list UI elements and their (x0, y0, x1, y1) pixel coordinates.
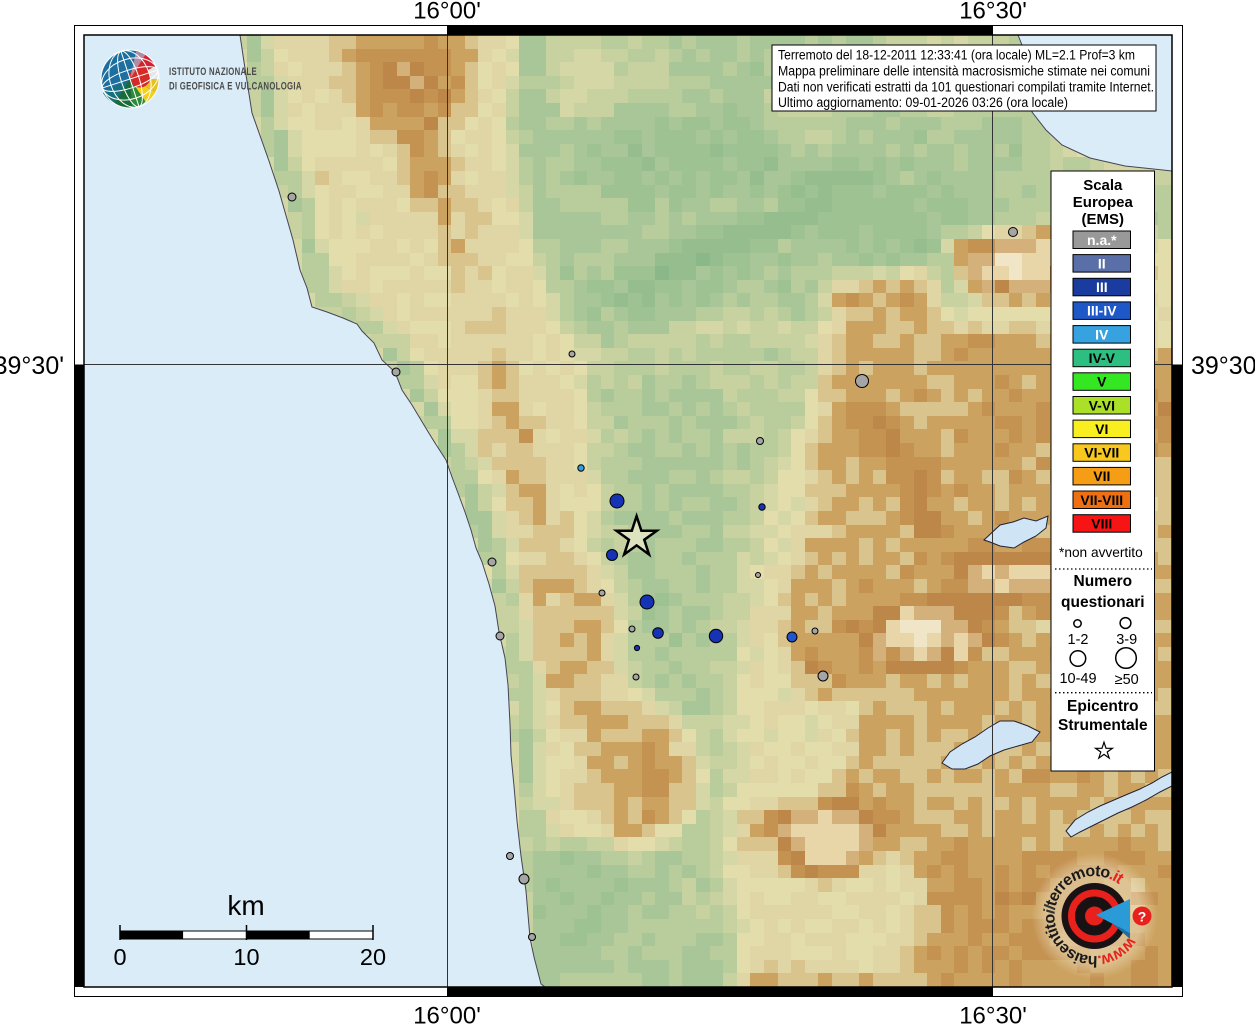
svg-text:ISTITUTO NAZIONALE: ISTITUTO NAZIONALE (169, 65, 257, 78)
svg-text:20: 20 (360, 944, 386, 970)
svg-text:Epicentro: Epicentro (1067, 698, 1138, 715)
svg-text:VII: VII (1093, 468, 1110, 484)
svg-text:VI-VII: VI-VII (1084, 445, 1119, 461)
svg-text:(EMS): (EMS) (1082, 211, 1125, 228)
svg-text:Strumentale: Strumentale (1058, 717, 1148, 734)
svg-text:V-VI: V-VI (1089, 397, 1115, 413)
svg-text:V: V (1097, 374, 1107, 390)
svg-text:Mappa preliminare delle intens: Mappa preliminare delle intensità macros… (778, 64, 1150, 79)
svg-text:0: 0 (113, 944, 126, 970)
svg-text:questionari: questionari (1061, 594, 1145, 611)
svg-text:1-2: 1-2 (1068, 632, 1089, 648)
svg-text:16°00': 16°00' (413, 1003, 481, 1024)
svg-text:DI GEOFISICA E VULCANOLOGIA: DI GEOFISICA E VULCANOLOGIA (169, 79, 302, 92)
svg-text:VII-VIII: VII-VIII (1080, 492, 1123, 508)
svg-text:3-9: 3-9 (1116, 632, 1137, 648)
svg-text:Europea: Europea (1073, 194, 1134, 211)
svg-text:IV-V: IV-V (1089, 350, 1116, 366)
svg-text:10: 10 (233, 944, 259, 970)
svg-text:III: III (1096, 279, 1108, 295)
svg-text:VIII: VIII (1091, 516, 1112, 532)
svg-text:VI: VI (1095, 421, 1108, 437)
svg-text:Numero: Numero (1074, 573, 1133, 590)
svg-text:km: km (227, 890, 264, 921)
svg-text:16°00': 16°00' (413, 0, 481, 25)
svg-text:III-IV: III-IV (1087, 303, 1117, 319)
svg-text:Terremoto del 18-12-2011 12:33: Terremoto del 18-12-2011 12:33:41 (ora l… (778, 48, 1135, 63)
svg-text:Ultimo aggiornamento: 09-01-20: Ultimo aggiornamento: 09-01-2026 03:26 (… (778, 95, 1068, 110)
svg-text:IV: IV (1095, 326, 1109, 342)
svg-text:Scala: Scala (1083, 177, 1123, 194)
svg-text:16°30': 16°30' (959, 1003, 1027, 1024)
svg-text:II: II (1098, 255, 1106, 271)
svg-text:*non avvertito: *non avvertito (1059, 545, 1143, 560)
svg-text:Dati non verificati estratti d: Dati non verificati estratti da 101 ques… (778, 80, 1154, 95)
svg-text:?: ? (1138, 909, 1147, 925)
svg-text:≥50: ≥50 (1115, 672, 1139, 688)
svg-text:10-49: 10-49 (1059, 671, 1096, 687)
svg-text:39°30': 39°30' (1191, 352, 1255, 380)
svg-text:16°30': 16°30' (959, 0, 1027, 25)
svg-text:39°30': 39°30' (0, 352, 64, 380)
svg-text:n.a.*: n.a.* (1087, 232, 1117, 248)
